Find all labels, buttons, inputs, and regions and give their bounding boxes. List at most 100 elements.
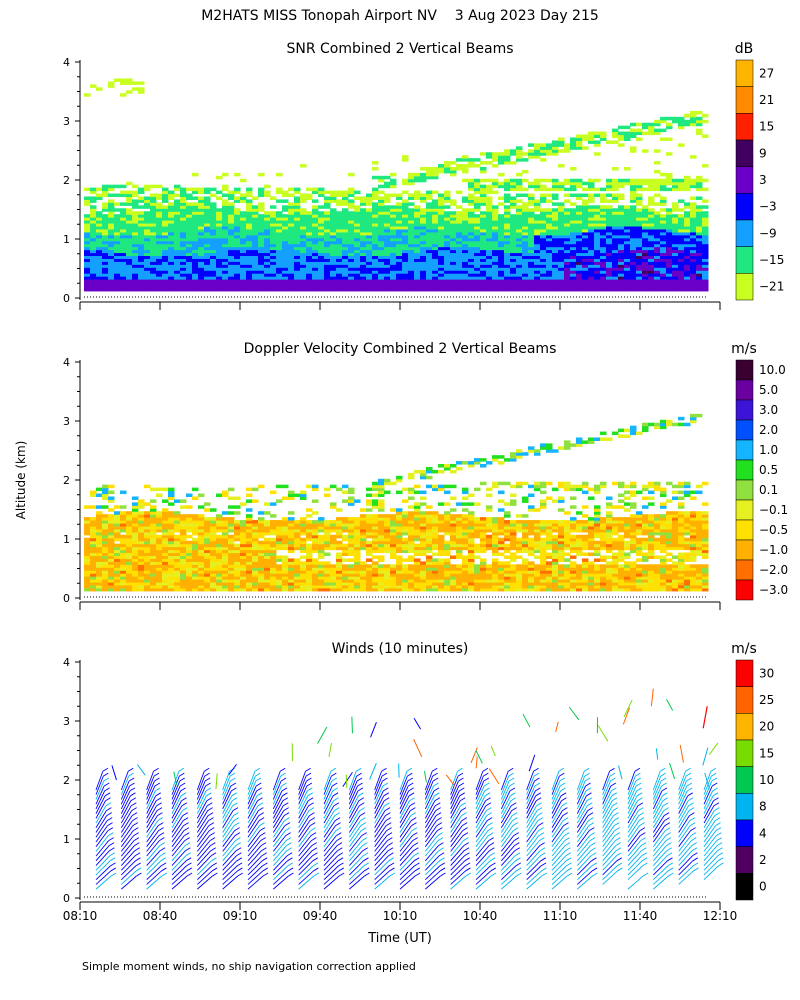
- snr-cell: [228, 267, 235, 271]
- snr-cell: [318, 214, 325, 218]
- snr-cell: [540, 143, 547, 147]
- snr-cell: [438, 237, 445, 242]
- snr-cell: [648, 128, 655, 133]
- snr-cell: [570, 143, 577, 147]
- snr-cell: [222, 252, 229, 257]
- snr-cell: [654, 276, 661, 280]
- velocity-cell: [306, 523, 313, 527]
- velocity-cell: [132, 573, 139, 577]
- snr-cell: [516, 158, 523, 162]
- snr-cell: [438, 220, 445, 224]
- snr-cell: [468, 178, 475, 183]
- snr-cell: [114, 273, 121, 277]
- snr-cell: [84, 284, 91, 289]
- velocity-cell: [198, 534, 205, 539]
- velocity-cell: [108, 490, 115, 495]
- snr-cell: [654, 237, 661, 242]
- snr-cell: [402, 225, 409, 230]
- velocity-cell: [132, 570, 139, 574]
- snr-cell: [276, 225, 283, 230]
- velocity-cell: [204, 528, 211, 533]
- snr-cell: [402, 158, 409, 162]
- snr-cell: [258, 279, 265, 283]
- snr-cell: [270, 264, 277, 268]
- snr-cell: [336, 214, 343, 218]
- snr-cell: [300, 264, 307, 268]
- snr-cell: [372, 166, 379, 171]
- snr-cell: [594, 261, 601, 265]
- snr-cell: [192, 258, 199, 262]
- snr-cell: [414, 231, 421, 236]
- velocity-cell: [354, 579, 361, 583]
- snr-cell: [366, 264, 373, 268]
- snr-cell: [396, 284, 403, 289]
- snr-cell: [432, 175, 439, 180]
- snr-cell: [624, 131, 631, 136]
- snr-cell: [270, 196, 277, 200]
- snr-cell: [432, 279, 439, 283]
- snr-cell: [150, 287, 157, 292]
- snr-cell: [180, 223, 187, 227]
- snr-cell: [306, 223, 313, 227]
- snr-cell: [450, 228, 457, 233]
- snr-cell: [600, 279, 607, 283]
- snr-cell: [96, 214, 103, 218]
- snr-cell: [408, 246, 415, 251]
- snr-cell: [600, 223, 607, 227]
- snr-cell: [198, 217, 205, 221]
- velocity-cell: [168, 558, 175, 562]
- snr-cell: [522, 237, 529, 242]
- velocity-cell: [192, 582, 199, 586]
- snr-cell: [444, 246, 451, 251]
- velocity-cell: [372, 570, 379, 574]
- snr-cell: [384, 234, 391, 239]
- velocity-cell: [336, 534, 343, 539]
- snr-cell: [324, 252, 331, 257]
- velocity-cell: [96, 579, 103, 583]
- snr-cell: [588, 267, 595, 271]
- snr-cell: [144, 196, 151, 200]
- velocity-cell: [186, 523, 193, 527]
- velocity-cell: [192, 528, 199, 533]
- velocity-cell: [252, 543, 259, 548]
- snr-cell: [330, 190, 337, 195]
- snr-cell: [372, 261, 379, 265]
- velocity-cell: [198, 570, 205, 574]
- snr-cell: [594, 217, 601, 221]
- snr-cell: [444, 273, 451, 277]
- snr-cell: [210, 284, 217, 289]
- snr-cell: [282, 249, 289, 254]
- velocity-cell: [354, 517, 361, 521]
- snr-cell: [360, 199, 367, 203]
- velocity-cell: [84, 540, 91, 545]
- snr-cell: [396, 270, 403, 274]
- snr-cell: [510, 240, 517, 245]
- snr-cell: [252, 225, 259, 230]
- velocity-cell: [348, 546, 355, 551]
- snr-cell: [324, 202, 331, 206]
- snr-cell: [672, 202, 679, 206]
- velocity-cell: [300, 579, 307, 583]
- snr-cell: [348, 225, 355, 230]
- velocity-cell: [252, 534, 259, 539]
- snr-cell: [180, 264, 187, 268]
- snr-cell: [306, 225, 313, 230]
- snr-cell: [516, 149, 523, 153]
- snr-cell: [582, 249, 589, 254]
- snr-cell: [300, 237, 307, 242]
- snr-cell: [294, 249, 301, 254]
- velocity-cell: [276, 582, 283, 586]
- snr-cell: [114, 202, 121, 206]
- velocity-cell: [294, 576, 301, 580]
- snr-cell: [630, 225, 637, 230]
- snr-cell: [648, 225, 655, 230]
- snr-cell: [510, 234, 517, 239]
- velocity-cell: [306, 514, 313, 518]
- velocity-cell: [132, 534, 139, 539]
- snr-cell: [432, 234, 439, 239]
- snr-cell: [630, 276, 637, 280]
- velocity-cell: [228, 584, 235, 589]
- snr-cell: [198, 234, 205, 239]
- snr-cell: [228, 261, 235, 265]
- snr-cell: [420, 255, 427, 259]
